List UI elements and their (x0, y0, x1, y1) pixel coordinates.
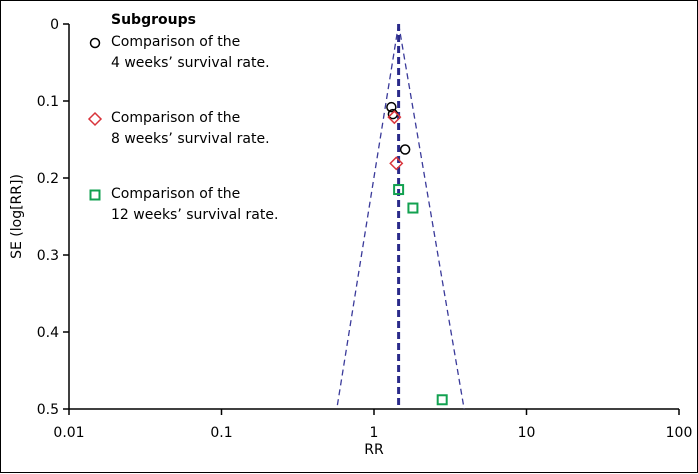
data-points (386, 101, 448, 406)
legend-label: Comparison of the (111, 34, 240, 50)
legend-label: Comparison of the (111, 186, 240, 202)
funnel-left-line (336, 23, 400, 410)
legend: Subgroups Comparison of the 4 weeks’ surv… (87, 12, 278, 223)
y-tick-label: 0.2 (37, 171, 59, 187)
y-ticks: 0 0.1 0.2 0.3 0.4 0.5 (37, 17, 69, 418)
y-axis-title: SE (log[RR]) (9, 174, 25, 259)
x-tick-label: 10 (518, 425, 536, 441)
diamond-data-point (389, 156, 404, 171)
legend-square-icon (89, 189, 101, 201)
x-tick-label: 100 (666, 425, 693, 441)
x-tick-label: 0.1 (210, 425, 232, 441)
legend-label: 8 weeks’ survival rate. (111, 131, 270, 147)
circle-data-point (386, 101, 397, 113)
y-tick-label: 0.1 (37, 94, 59, 110)
funnel-lines (336, 23, 465, 410)
y-tick-label: 0.3 (37, 248, 59, 264)
legend-diamond-icon (87, 111, 103, 127)
legend-label: 4 weeks’ survival rate. (111, 55, 270, 71)
x-tick-label: 1 (370, 425, 379, 441)
square-data-point (407, 202, 419, 214)
x-tick-label: 0.01 (53, 425, 84, 441)
circle-data-point (399, 144, 411, 155)
legend-title: Subgroups (111, 12, 196, 28)
x-ticks: 0.01 0.1 1 10 100 (53, 409, 692, 441)
diamond-data-point (387, 110, 402, 125)
legend-circle-icon (89, 37, 101, 49)
legend-label: 12 weeks’ survival rate. (111, 207, 278, 223)
y-tick-label: 0.5 (37, 402, 59, 418)
y-tick-label: 0.4 (37, 325, 59, 341)
y-tick-label: 0 (50, 17, 59, 33)
funnel-right-line (397, 23, 465, 410)
square-data-point (393, 184, 405, 196)
legend-label: Comparison of the (111, 110, 240, 126)
square-data-point (436, 394, 448, 406)
x-axis-title: RR (364, 442, 384, 458)
